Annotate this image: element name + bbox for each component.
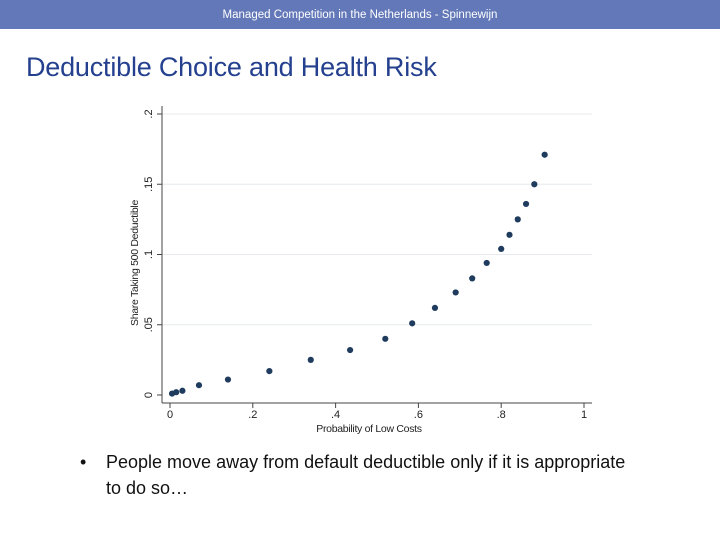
y-tick-label: .15: [143, 177, 155, 192]
data-point: [506, 231, 513, 238]
y-tick-label: .1: [143, 250, 155, 259]
data-point: [431, 304, 439, 311]
y-axis-label: Share Taking 500 Deductible: [129, 200, 141, 326]
data-point: [382, 335, 389, 342]
x-tick-label: 1: [581, 409, 587, 421]
bullet-text: People move away from default deductible…: [106, 452, 626, 498]
slide-title: Deductible Choice and Health Risk: [26, 52, 437, 82]
axes: 0 .2 .4 .6 .8 1 0 .05 .1 .15 .2: [143, 106, 592, 421]
x-axis-label: Probability of Low Costs: [316, 423, 421, 435]
header-text: Managed Competition in the Netherlands -…: [222, 8, 498, 21]
data-point: [195, 382, 203, 389]
bullet-icon: •: [80, 452, 87, 472]
data-point: [173, 389, 180, 396]
bullet-list: • People move away from default deductib…: [80, 449, 640, 501]
data-point: [346, 346, 354, 354]
x-tick-label: .2: [248, 409, 257, 421]
data-point: [483, 259, 490, 267]
data-point: [452, 289, 459, 296]
data-point: [307, 356, 314, 363]
x-tick-label: .6: [414, 409, 423, 421]
data-point: [531, 181, 538, 188]
x-tick-label: .8: [497, 409, 506, 421]
grid-lines: [162, 113, 592, 326]
x-tick-label: .4: [331, 409, 340, 421]
header-bar: Managed Competition in the Netherlands -…: [0, 0, 720, 29]
y-tick-label: 0: [143, 392, 155, 398]
data-point: [541, 151, 548, 158]
data-point: [522, 200, 530, 208]
data-point: [409, 320, 416, 327]
data-point: [514, 216, 521, 223]
data-point: [266, 368, 273, 375]
bullet-item: • People move away from default deductib…: [80, 449, 640, 501]
data-point: [498, 245, 505, 252]
data-points: [168, 151, 548, 397]
y-tick-label: .05: [143, 317, 155, 332]
y-tick-label: .2: [143, 109, 155, 118]
data-point: [469, 275, 476, 282]
x-tick-label: 0: [167, 409, 173, 421]
data-point: [224, 376, 232, 383]
data-point: [179, 387, 186, 394]
